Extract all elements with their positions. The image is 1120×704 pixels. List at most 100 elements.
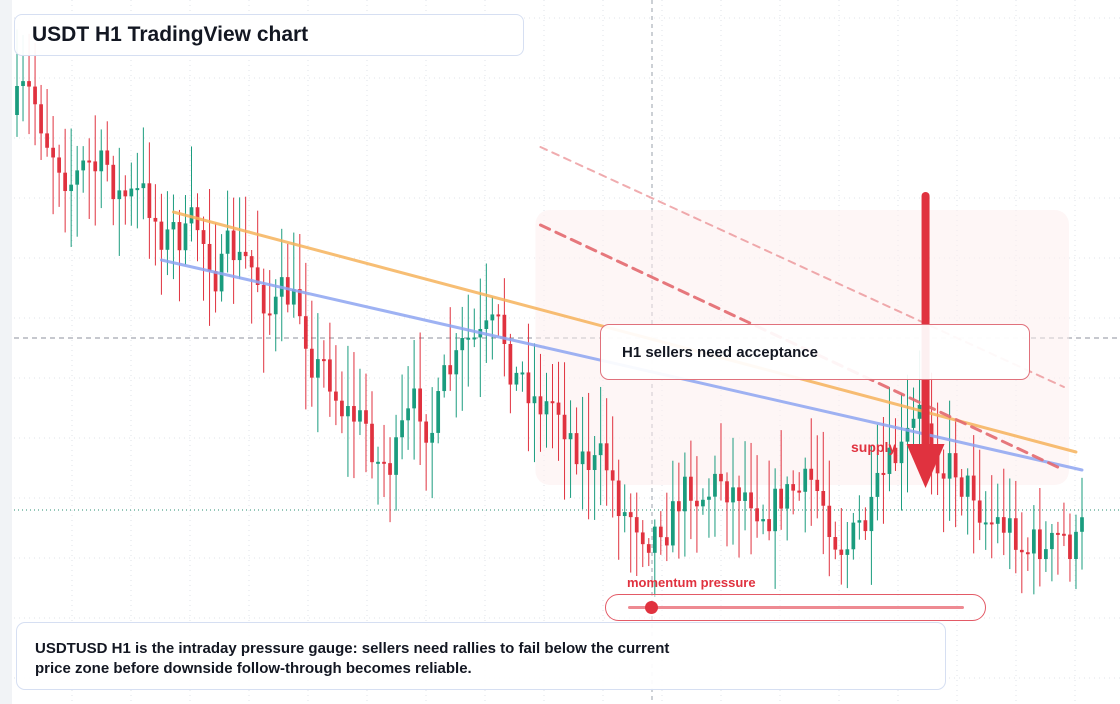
candle-bear — [105, 150, 110, 165]
candle-bear — [424, 421, 429, 443]
candle-bear — [255, 267, 260, 285]
caption-box: USDTUSD H1 is the intraday pressure gaug… — [16, 622, 946, 690]
candle-bear — [863, 520, 868, 532]
candle-bull — [273, 296, 278, 315]
price-scale-strip — [0, 0, 12, 704]
candle-bear — [755, 508, 759, 522]
candle-bear — [562, 414, 567, 440]
candle-bear — [45, 133, 49, 148]
candle-bull — [652, 526, 657, 553]
candle-bear — [249, 256, 254, 268]
candle-bull — [358, 410, 362, 422]
candle-bull — [743, 492, 747, 501]
chart-title: USDT H1 TradingView chart — [14, 14, 524, 56]
candle-bull — [520, 372, 525, 375]
candle-bear — [604, 443, 609, 471]
candle-bull — [484, 320, 489, 329]
supply-label: supply — [851, 439, 897, 455]
candle-bear — [39, 104, 43, 134]
candle-bear — [213, 271, 218, 292]
candle-bull — [731, 487, 735, 503]
candle-bear — [1019, 549, 1024, 553]
candle-bull — [580, 451, 585, 465]
candle-bull — [430, 432, 435, 443]
candle-bear — [658, 526, 663, 538]
trendline-red-b — [539, 146, 1065, 388]
candle-bear — [839, 549, 844, 555]
candle-bear — [303, 316, 308, 349]
candle-bear — [827, 505, 832, 538]
candle-bear — [27, 81, 31, 87]
candle-bull — [460, 338, 465, 351]
candle-bear — [63, 172, 68, 192]
candle-bear — [989, 522, 994, 525]
candle-bear — [556, 402, 561, 415]
candle-bear — [111, 164, 116, 200]
candle-bull — [598, 443, 603, 456]
candle-bear — [725, 481, 729, 503]
candle-bear — [809, 468, 814, 480]
candle-bull — [183, 223, 188, 251]
candle-bear — [616, 480, 621, 517]
candle-bear — [153, 217, 158, 222]
candle-bull — [81, 160, 86, 171]
candle-bull — [773, 488, 777, 532]
momentum-track — [628, 606, 964, 609]
candle-bull — [436, 391, 441, 433]
candle-bear — [33, 86, 37, 105]
candle-bear — [610, 470, 615, 481]
candle-bull — [514, 372, 519, 385]
candle-bull — [544, 401, 549, 415]
candle-bull — [857, 520, 862, 523]
candle-bear — [574, 433, 579, 465]
candle-bull — [237, 251, 242, 261]
candle-bull — [983, 522, 988, 525]
candle-bull — [15, 86, 19, 115]
candle-bull — [761, 519, 765, 522]
candle-bull — [141, 183, 146, 189]
candle-bear — [797, 490, 802, 493]
candle-bear — [941, 473, 946, 479]
candle-bull — [376, 461, 380, 464]
candle-bear — [201, 230, 206, 244]
candle-bear — [526, 372, 531, 404]
candle-bull — [845, 549, 850, 555]
candle-bull — [21, 81, 25, 87]
candle-bear — [502, 314, 507, 345]
candle-bull — [129, 188, 134, 197]
candle-bull — [454, 350, 459, 375]
candle-bear — [508, 344, 513, 385]
candle-bull — [670, 501, 675, 546]
candle-bull — [592, 455, 597, 471]
arrow-head — [906, 444, 945, 488]
candle-bull — [911, 418, 916, 428]
candle-bear — [267, 313, 272, 316]
candle-bear — [309, 348, 314, 378]
candle-bull — [117, 190, 122, 200]
acceptance-note: H1 sellers need acceptance — [600, 324, 1030, 380]
candle-bull — [622, 512, 627, 517]
candle-bull — [995, 517, 1000, 524]
candle-bear — [893, 447, 898, 464]
candle-bear — [959, 477, 964, 497]
candle-bull — [899, 441, 904, 464]
candle-bull — [466, 337, 471, 340]
momentum-gauge[interactable] — [605, 594, 986, 621]
candle-bull — [315, 359, 320, 378]
candle-bear — [364, 410, 368, 424]
candle-bull — [1080, 517, 1084, 532]
candle-bear — [207, 243, 212, 272]
candle-bull — [165, 229, 170, 250]
candle-bear — [791, 484, 796, 491]
candle-bull — [406, 408, 410, 421]
candle-bear — [57, 157, 61, 173]
candle-bull — [75, 170, 80, 185]
candle-bull — [412, 388, 416, 409]
candle-bear — [550, 401, 555, 404]
candle-bull — [701, 499, 705, 507]
candle-bear — [370, 423, 374, 463]
momentum-knob[interactable] — [645, 601, 659, 614]
candle-bull — [803, 468, 808, 492]
candle-bull — [1050, 532, 1054, 550]
candle-bear — [1025, 552, 1030, 555]
